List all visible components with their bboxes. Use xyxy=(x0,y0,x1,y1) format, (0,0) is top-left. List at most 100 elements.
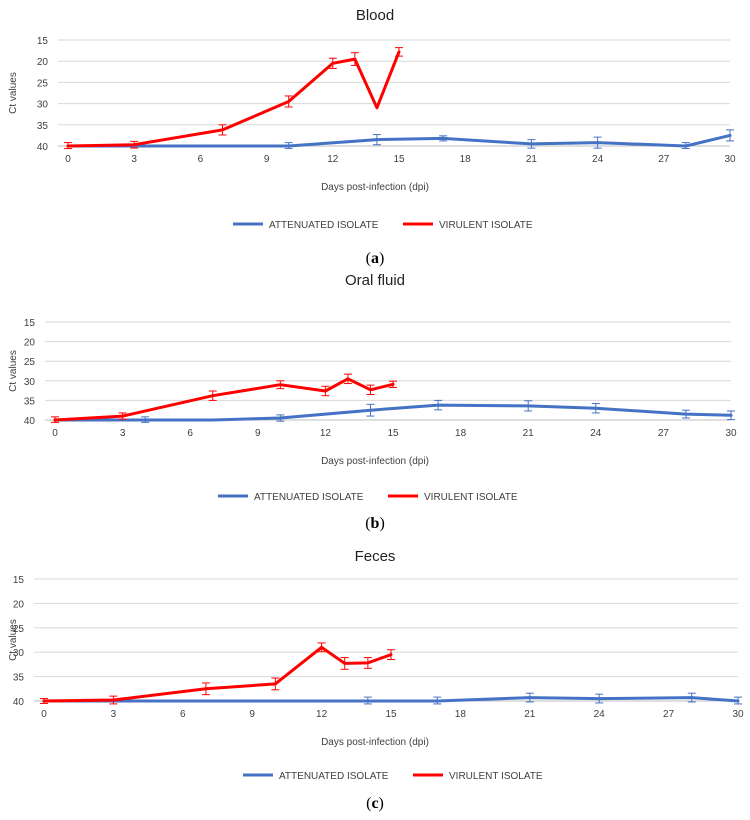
series-virulent xyxy=(40,642,395,705)
x-tick-label: 12 xyxy=(316,709,328,720)
data-point xyxy=(598,697,601,700)
legend-label: ATTENUATED ISOLATE xyxy=(279,771,389,782)
data-point xyxy=(690,696,693,699)
data-point xyxy=(211,418,214,422)
data-point xyxy=(369,388,372,392)
caption-a: (a) xyxy=(365,250,385,267)
y-tick-label: 40 xyxy=(24,416,36,427)
data-point xyxy=(436,699,439,703)
x-tick-label: 15 xyxy=(385,709,397,720)
x-tick-label: 6 xyxy=(187,428,193,439)
data-point xyxy=(736,699,740,703)
series-line xyxy=(66,133,732,148)
chart-title: Oral fluid xyxy=(345,272,405,289)
y-tick-label: 25 xyxy=(24,357,36,368)
x-tick-label: 30 xyxy=(732,709,744,720)
data-point xyxy=(320,646,323,649)
data-point xyxy=(121,414,124,418)
series-line xyxy=(53,403,733,422)
x-tick-label: 21 xyxy=(526,154,538,165)
y-tick-label: 20 xyxy=(37,57,49,68)
data-point xyxy=(204,699,208,703)
y-tick-label: 30 xyxy=(24,377,36,388)
y-tick-label: 15 xyxy=(13,575,25,586)
x-axis-label: Days post-infection (dpi) xyxy=(321,182,429,193)
panel-feces: Feces 15 20 25 30 35 40 0 3 6 9 12 15 18 21 24 27 30 Ct va… xyxy=(0,543,750,793)
data-point xyxy=(53,418,57,422)
caption-b-letter: b xyxy=(370,515,380,532)
data-point xyxy=(221,128,224,132)
panel-blood: Blood 15 20 25 30 35 40 0 3 6 9 12 15 18 21 24 27 30 Ct va… xyxy=(0,0,750,250)
x-tick-label: 24 xyxy=(590,428,602,439)
y-tick-label: 25 xyxy=(13,624,25,635)
data-point xyxy=(204,687,208,690)
data-point xyxy=(112,698,115,702)
x-tick-label: 3 xyxy=(131,154,137,165)
data-point xyxy=(66,144,70,148)
data-point xyxy=(287,144,290,148)
x-tick-label: 21 xyxy=(524,709,536,720)
data-point xyxy=(366,661,370,665)
data-point xyxy=(346,377,350,381)
data-point xyxy=(527,404,530,408)
series-attenuated xyxy=(66,129,734,150)
data-point xyxy=(279,416,282,420)
x-tick-label: 30 xyxy=(724,154,736,165)
x-tick-label: 6 xyxy=(198,154,204,165)
data-point xyxy=(375,138,379,141)
data-point xyxy=(42,699,46,703)
x-tick-label: 18 xyxy=(455,709,467,720)
series-line xyxy=(42,696,740,703)
y-tick-label: 35 xyxy=(13,673,25,684)
y-tick-label: 25 xyxy=(37,78,49,89)
x-tick-label: 27 xyxy=(663,709,675,720)
series-virulent xyxy=(64,47,403,150)
data-point xyxy=(331,62,334,65)
caption-c: (c) xyxy=(366,795,384,812)
legend: ATTENUATED ISOLATE VIRULENT ISOLATE xyxy=(218,492,518,503)
y-axis-label: Ct values xyxy=(8,72,19,114)
series-line xyxy=(66,50,401,148)
data-point xyxy=(211,394,214,397)
legend-label: ATTENUATED ISOLATE xyxy=(254,492,364,503)
x-tick-label: 3 xyxy=(111,709,117,720)
x-tick-label: 21 xyxy=(523,428,535,439)
x-tick-label: 0 xyxy=(65,154,71,165)
x-tick-label: 9 xyxy=(255,428,261,439)
chart-title: Blood xyxy=(356,7,394,24)
caption-b: (b) xyxy=(365,515,385,532)
data-point xyxy=(728,134,732,137)
x-tick-label: 24 xyxy=(594,709,606,720)
legend: ATTENUATED ISOLATE VIRULENT ISOLATE xyxy=(233,220,533,231)
data-point xyxy=(596,141,599,144)
x-tick-label: 27 xyxy=(658,154,670,165)
y-tick-label: 40 xyxy=(13,697,25,708)
y-tick-label: 20 xyxy=(13,599,25,610)
y-tick-label: 15 xyxy=(37,36,49,47)
chart-title: Feces xyxy=(355,548,396,565)
x-tick-label: 0 xyxy=(52,428,58,439)
data-point xyxy=(397,50,401,54)
chart-blood: Blood 15 20 25 30 35 40 0 3 6 9 12 15 18 21 24 27 30 Ct va… xyxy=(8,7,736,231)
data-point xyxy=(594,407,597,410)
x-tick-label: 9 xyxy=(264,154,270,165)
y-tick-label: 15 xyxy=(24,318,36,329)
data-point xyxy=(369,409,372,412)
data-point xyxy=(133,143,136,146)
legend: ATTENUATED ISOLATE VIRULENT ISOLATE xyxy=(243,771,543,782)
data-point xyxy=(441,137,445,140)
panel-oral-fluid: Oral fluid 15 20 25 30 35 40 0 3 6 9 12 15 18 21 24 27 30… xyxy=(0,268,750,513)
x-tick-label: 6 xyxy=(180,709,186,720)
x-axis-label: Days post-infection (dpi) xyxy=(321,456,429,467)
legend-label: ATTENUATED ISOLATE xyxy=(269,220,379,231)
data-point xyxy=(528,696,531,699)
data-point xyxy=(375,106,379,110)
data-point xyxy=(343,662,346,665)
series-line xyxy=(42,645,393,703)
y-tick-label: 30 xyxy=(37,100,49,111)
x-tick-label: 12 xyxy=(327,154,339,165)
data-point xyxy=(389,653,393,656)
x-tick-label: 18 xyxy=(460,154,472,165)
